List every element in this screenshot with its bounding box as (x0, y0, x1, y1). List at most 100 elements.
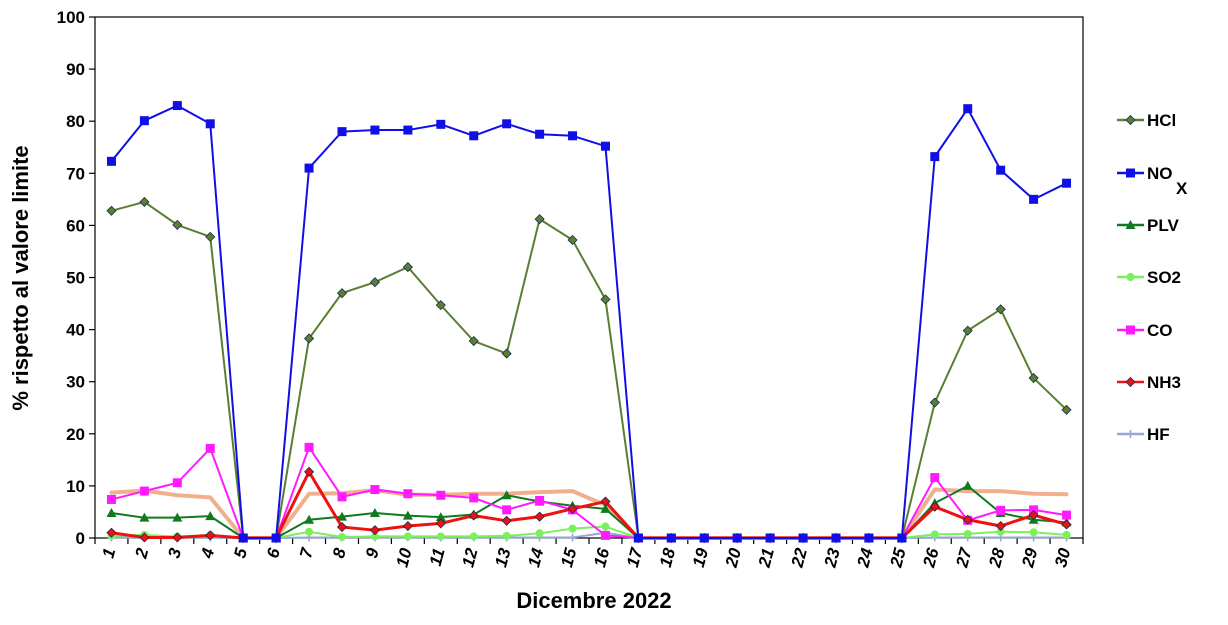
legend-marker (1126, 273, 1135, 281)
x-tick-label: 29 (1018, 546, 1042, 571)
data-point (1062, 178, 1072, 188)
data-point (1029, 194, 1039, 204)
data-point (1029, 528, 1038, 537)
data-point (1061, 404, 1072, 415)
data-point (205, 511, 216, 521)
data-point (469, 131, 479, 141)
data-point (568, 524, 577, 533)
data-point (1062, 530, 1071, 539)
data-point (567, 234, 578, 246)
data-point (139, 116, 149, 126)
data-point (402, 520, 413, 532)
data-point (305, 527, 314, 536)
data-point (106, 527, 117, 538)
data-point (205, 530, 216, 541)
data-point (962, 325, 973, 336)
data-point (403, 125, 413, 135)
data-point (106, 205, 117, 216)
data-point (106, 156, 116, 166)
x-tick-label: 14 (524, 546, 547, 570)
data-point (534, 214, 545, 225)
data-point (601, 522, 610, 531)
y-tick-label: 100 (57, 8, 85, 27)
data-point (337, 511, 347, 521)
data-point (238, 533, 248, 543)
x-tick-label: 8 (329, 546, 350, 561)
data-point (996, 165, 1006, 175)
x-tick-label: 24 (853, 546, 877, 571)
data-point (139, 532, 150, 543)
data-point (502, 119, 512, 129)
x-tick-label: 28 (985, 546, 1009, 571)
x-tick-label: 26 (919, 546, 943, 571)
y-tick-label: 10 (66, 477, 85, 496)
data-point (929, 397, 940, 408)
legend-item-nox: NOX (1117, 164, 1188, 198)
data-point (172, 512, 183, 522)
data-point (535, 495, 545, 505)
data-point (435, 518, 446, 529)
data-point (205, 443, 215, 453)
x-tick-label: 25 (886, 546, 910, 571)
series-line (110, 104, 1068, 539)
y-tick-label: 20 (66, 425, 85, 444)
data-point (1061, 519, 1072, 530)
data-point (304, 163, 314, 173)
data-point (402, 510, 413, 520)
data-point (139, 512, 150, 522)
x-axis-ticks: 1 2 3 4 5 6 7 8 9 10 11 12 13 14 15 16 17 18 19 20 21 22 23 24 2… (94, 538, 1084, 571)
legend-item-nh3: NH3 (1117, 373, 1181, 392)
legend-marker (1125, 220, 1136, 229)
legend-label: HCl (1147, 111, 1176, 130)
legend-marker (1125, 114, 1136, 126)
data-point (600, 496, 611, 507)
data-point (995, 520, 1006, 532)
data-point (469, 493, 479, 503)
data-point (106, 494, 116, 504)
data-point (106, 507, 117, 517)
x-tick-label: 19 (689, 546, 712, 570)
y-tick-label: 80 (66, 112, 85, 131)
x-tick-label: 16 (590, 546, 613, 570)
data-point (534, 511, 545, 522)
data-point (1028, 372, 1039, 384)
legend-label: SO2 (1147, 268, 1181, 287)
x-tick-label: 4 (197, 546, 218, 562)
data-point (962, 514, 973, 525)
data-point (1062, 510, 1072, 520)
data-point (139, 486, 149, 496)
x-tick-label: 23 (820, 546, 844, 571)
y-axis-ticks: 0 10 20 30 40 50 60 70 80 90 100 (57, 8, 95, 548)
legend-item-hcl: HCl (1117, 111, 1176, 130)
data-point (271, 533, 281, 543)
legend-item-so2: SO2 (1117, 268, 1181, 287)
x-tick-label: 30 (1051, 546, 1074, 570)
data-point (962, 480, 973, 490)
plot-area (94, 16, 1084, 539)
data-point (336, 288, 348, 299)
data-point (304, 442, 314, 452)
legend: HCl NOX PLV SO2 CO NH3 HF (1117, 111, 1188, 444)
data-point (435, 300, 446, 311)
x-tick-label: 1 (99, 546, 120, 560)
data-point (666, 533, 676, 543)
x-tick-label: 5 (230, 546, 251, 561)
data-point (304, 333, 315, 344)
y-tick-label: 40 (66, 321, 85, 340)
data-point (370, 125, 380, 135)
data-point (831, 533, 841, 543)
legend-label: CO (1147, 321, 1173, 340)
legend-marker (1126, 168, 1135, 178)
legend-item-hf: HF (1117, 425, 1170, 444)
legend-marker (1126, 325, 1135, 335)
data-point (369, 277, 380, 288)
data-point (337, 492, 347, 502)
x-tick-label: 18 (656, 546, 679, 570)
x-tick-label: 15 (557, 546, 580, 570)
data-point (370, 485, 380, 495)
data-point (897, 533, 907, 543)
x-tick-label: 6 (263, 546, 284, 561)
series-layer (106, 101, 1072, 544)
y-tick-label: 60 (66, 216, 85, 235)
data-point (172, 532, 183, 543)
